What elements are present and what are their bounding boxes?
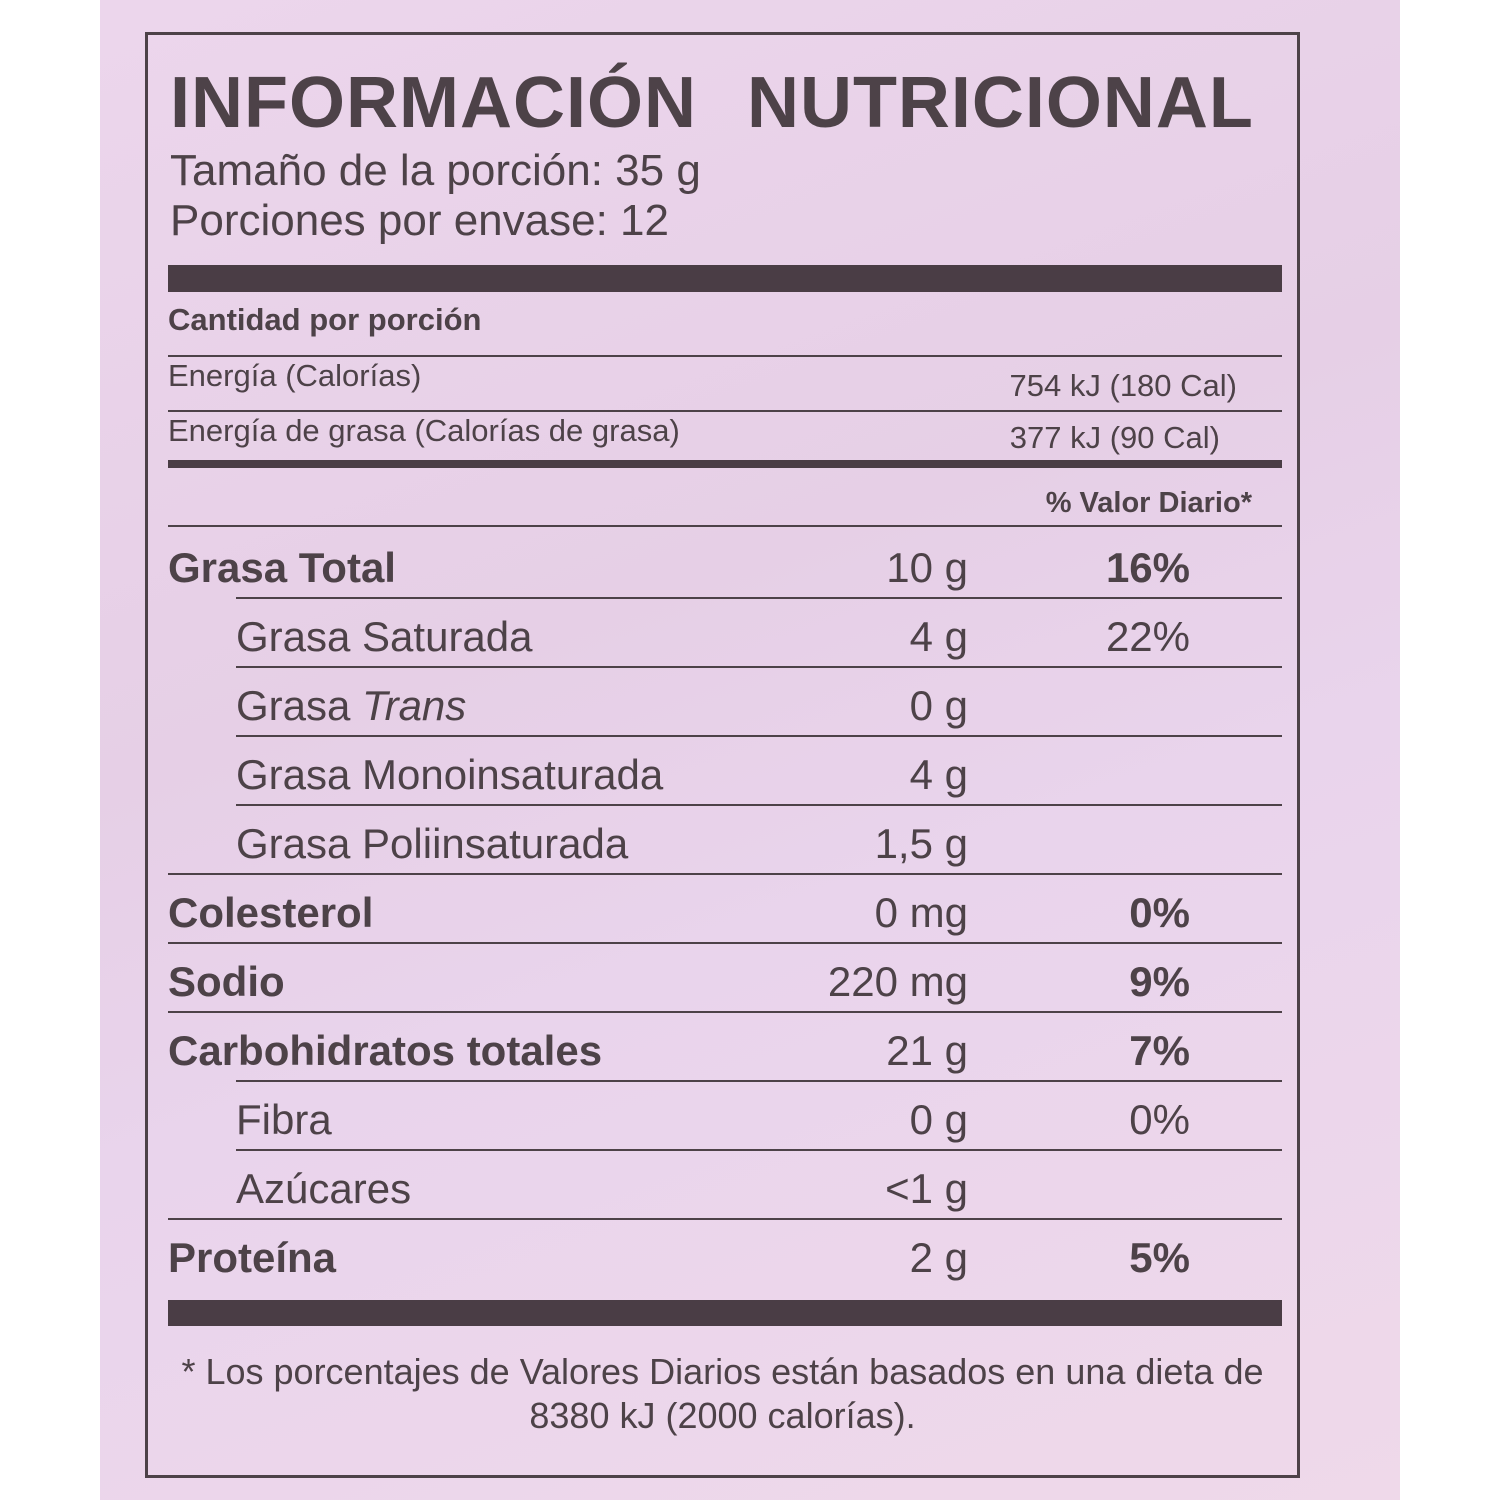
nutrient-amount: 0 mg [874,889,968,936]
nutrient-label: Grasa Poliinsaturada [236,814,628,874]
nutrient-label: Colesterol [168,883,373,943]
nutrient-label: Grasa Trans [236,676,466,736]
nutrient-name: Grasa [236,682,363,729]
nutrient-label: Grasa Saturada [236,607,533,667]
energy-label: Energía (Calorías) [168,358,422,393]
energy-fat-label: Energía de grasa (Calorías de grasa) [168,413,680,448]
nutrient-name-italic: Trans [362,682,467,729]
nutrient-row: Grasa Saturada 4 g 22% [0,607,1500,667]
nutrient-amount: 1,5 g [874,820,968,867]
divider [236,597,1282,599]
nutrient-label: Fibra [236,1090,332,1150]
divider [168,942,1282,944]
nutrient-label: Azúcares [236,1159,411,1219]
divider [168,873,1282,875]
nutrient-daily-value: 0% [1129,1096,1190,1143]
nutrient-row: Colesterol 0 mg 0% [0,883,1500,943]
nutrient-daily-value: 5% [1129,1234,1190,1281]
divider [168,1218,1282,1220]
nutrient-name: Colesterol [168,889,374,936]
nutrient-label: Grasa Monoinsaturada [236,745,663,805]
nutrient-row: Grasa Total 10 g 16% [0,538,1500,598]
divider [236,666,1282,668]
nutrient-name: Grasa Saturada [236,613,533,660]
nutrient-amount: 0 g [909,682,968,729]
footnote: * Los porcentajes de Valores Diarios est… [181,1351,1264,1436]
nutrient-row: Carbohidratos totales 21 g 7% [0,1021,1500,1081]
nutrient-amount: 4 g [909,613,968,660]
nutrient-name: Sodio [168,958,285,1005]
label-title: INFORMACIÓN NUTRICIONAL [170,62,1304,144]
serving-size: Tamaño de la porción: 35 g [170,146,701,195]
nutrient-amount: 2 g [909,1234,968,1281]
nutrient-row: Sodio 220 mg 9% [0,952,1500,1012]
divider [236,804,1282,806]
nutrient-name: Proteína [168,1234,337,1281]
divider [168,355,1282,357]
nutrient-label: Sodio [168,952,285,1012]
nutrient-amount: 0 g [909,1096,968,1143]
medium-divider [168,460,1282,468]
nutrient-amount: 220 mg [827,958,968,1005]
thick-divider [168,265,1282,292]
title-word-1: INFORMACIÓN [170,63,697,143]
divider [236,735,1282,737]
title-word-2: NUTRICIONAL [746,63,1254,143]
nutrient-row: Fibra 0 g 0% [0,1090,1500,1150]
nutrient-name: Carbohidratos totales [168,1027,603,1074]
energy-value: 754 kJ (180 Cal) [1009,368,1237,403]
nutrition-label-frame [145,32,1300,1478]
nutrient-row: Grasa Monoinsaturada 4 g [0,745,1500,805]
nutrient-daily-value: 0% [1129,889,1190,936]
divider [236,1149,1282,1151]
nutrient-daily-value: 16% [1105,544,1190,591]
nutrient-name: Grasa Total [168,544,396,591]
nutrient-daily-value: 9% [1129,958,1190,1005]
nutrient-label: Proteína [168,1228,336,1288]
divider [168,1011,1282,1013]
nutrient-name: Grasa Monoinsaturada [236,751,664,798]
nutrient-row: Azúcares <1 g [0,1159,1500,1219]
nutrient-row: Proteína 2 g 5% [0,1228,1500,1288]
nutrient-label: Grasa Total [168,538,396,598]
divider [168,525,1282,527]
nutrient-label: Carbohidratos totales [168,1021,602,1081]
nutrient-amount: 21 g [886,1027,968,1074]
nutrient-daily-value: 7% [1129,1027,1190,1074]
nutrient-name: Azúcares [236,1165,412,1212]
divider [168,410,1282,412]
nutrient-name: Grasa Poliinsaturada [236,820,629,867]
divider [236,1080,1282,1082]
nutrient-amount: 4 g [909,751,968,798]
nutrient-row: Grasa Poliinsaturada 1,5 g [0,814,1500,874]
nutrient-daily-value: 22% [1105,613,1190,660]
thick-divider [168,1300,1282,1326]
nutrient-name: Fibra [236,1096,332,1143]
nutrient-amount: 10 g [886,544,968,591]
nutrient-amount: <1 g [885,1165,968,1212]
servings-per-container: Porciones por envase: 12 [170,196,669,245]
energy-fat-value: 377 kJ (90 Cal) [1009,420,1220,455]
daily-value-header: % Valor Diario* [1045,487,1252,519]
amount-per-serving: Cantidad por porción [168,302,482,337]
nutrient-row: Grasa Trans 0 g [0,676,1500,736]
package-background [100,0,1400,1500]
